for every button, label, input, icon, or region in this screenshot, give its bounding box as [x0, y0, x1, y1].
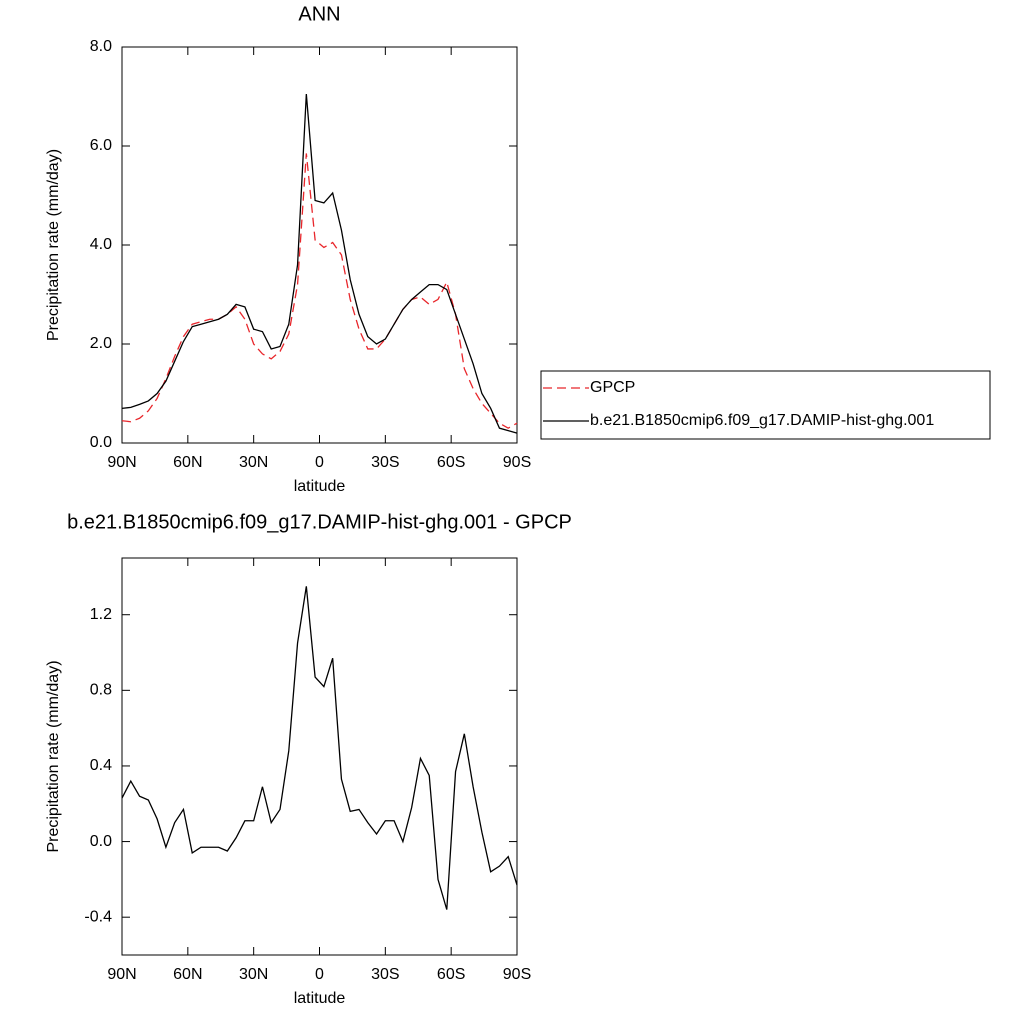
x-tick-label: 30N [239, 454, 268, 471]
x-tick-label: 60N [173, 966, 202, 983]
y-tick-label: 8.0 [90, 38, 112, 55]
y-axis-label: Precipitation rate (mm/day) [45, 660, 62, 852]
x-tick-label: 0 [315, 966, 324, 983]
y-tick-label: 0.4 [90, 757, 112, 774]
legend-label: GPCP [590, 379, 635, 396]
y-axis-label: Precipitation rate (mm/day) [45, 149, 62, 341]
x-tick-label: 0 [315, 454, 324, 471]
data-line [121, 93, 518, 434]
x-tick-label: 90N [107, 966, 136, 983]
plot-frame [121, 46, 518, 444]
data-line [121, 153, 518, 429]
x-tick-label: 60S [437, 966, 465, 983]
x-tick-label: 60S [437, 454, 465, 471]
x-tick-label: 90S [503, 966, 531, 983]
y-tick-label: 0.0 [90, 833, 112, 850]
x-tick-label: 30S [371, 454, 399, 471]
plot-frame [121, 557, 518, 956]
x-tick-label: 60N [173, 454, 202, 471]
y-tick-label: 2.0 [90, 335, 112, 352]
y-tick-label: -0.4 [84, 908, 112, 925]
data-line [121, 586, 518, 910]
y-tick-label: 4.0 [90, 236, 112, 253]
y-tick-label: 0.0 [90, 434, 112, 451]
chart-title: b.e21.B1850cmip6.f09_g17.DAMIP-hist-ghg.… [67, 511, 572, 533]
x-tick-label: 30N [239, 966, 268, 983]
legend-box [540, 370, 991, 440]
x-tick-label: 90S [503, 454, 531, 471]
y-tick-label: 1.2 [90, 606, 112, 623]
x-axis-label: latitude [294, 990, 346, 1007]
y-tick-label: 6.0 [90, 137, 112, 154]
x-axis-label: latitude [294, 478, 346, 495]
chart-title: ANN [298, 3, 340, 25]
legend-label: b.e21.B1850cmip6.f09_g17.DAMIP-hist-ghg.… [590, 412, 934, 429]
x-tick-label: 30S [371, 966, 399, 983]
y-tick-label: 0.8 [90, 682, 112, 699]
x-tick-label: 90N [107, 454, 136, 471]
